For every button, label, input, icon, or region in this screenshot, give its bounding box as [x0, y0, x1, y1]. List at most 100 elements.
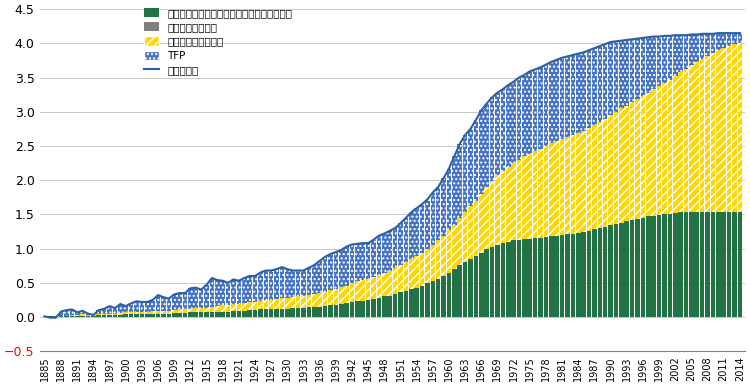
Bar [102, 314, 106, 315]
Bar [458, 218, 462, 265]
Bar [430, 281, 435, 317]
Bar [280, 267, 284, 298]
Bar [452, 156, 457, 225]
Bar [694, 62, 699, 213]
Bar [172, 310, 176, 313]
Bar [468, 259, 472, 317]
Bar [598, 46, 602, 122]
Bar [75, 312, 80, 315]
Bar [484, 249, 489, 317]
Bar [727, 33, 731, 46]
Bar [274, 269, 279, 298]
Bar [226, 305, 230, 311]
Bar [215, 306, 220, 311]
Bar [366, 243, 370, 279]
Bar [425, 249, 430, 283]
Bar [124, 306, 128, 312]
Bar [737, 212, 742, 317]
Bar [334, 305, 338, 317]
Bar [366, 300, 370, 317]
Bar [625, 221, 629, 317]
Bar [689, 65, 694, 213]
Bar [404, 291, 408, 317]
Bar [322, 292, 327, 306]
Bar [199, 290, 203, 308]
Bar [140, 302, 144, 312]
Bar [625, 40, 629, 105]
Bar [188, 312, 193, 317]
Bar [398, 265, 403, 292]
Bar [134, 312, 139, 314]
Bar [248, 310, 252, 317]
Bar [436, 279, 440, 317]
Bar [512, 82, 516, 163]
Bar [376, 275, 381, 298]
Bar [603, 119, 608, 227]
Bar [549, 62, 554, 143]
Bar [463, 135, 467, 212]
Bar [302, 296, 306, 308]
Bar [242, 303, 247, 311]
Bar [124, 306, 128, 312]
Bar [317, 261, 322, 293]
Bar [339, 250, 344, 287]
Bar [328, 290, 333, 305]
Bar [248, 276, 252, 302]
Bar [689, 65, 694, 213]
Bar [129, 312, 134, 314]
Bar [549, 143, 554, 236]
Bar [312, 295, 316, 308]
Bar [183, 310, 188, 313]
Bar [290, 271, 295, 297]
Bar [112, 314, 117, 315]
Bar [398, 292, 403, 317]
Bar [532, 69, 538, 151]
Bar [80, 311, 85, 314]
Bar [732, 44, 736, 212]
Bar [253, 302, 257, 310]
Bar [102, 309, 106, 314]
Bar [544, 146, 548, 237]
Bar [678, 35, 683, 72]
Bar [274, 298, 279, 309]
Bar [339, 304, 344, 317]
Bar [538, 149, 543, 238]
Bar [544, 237, 548, 317]
Bar [463, 261, 467, 317]
Bar [199, 290, 203, 308]
Bar [652, 89, 656, 216]
Bar [183, 293, 188, 310]
Bar [334, 252, 338, 289]
Bar [97, 310, 101, 314]
Bar [393, 228, 398, 268]
Bar [361, 243, 365, 280]
Bar [70, 310, 74, 315]
Bar [177, 293, 182, 310]
Bar [425, 283, 430, 317]
Bar [619, 41, 624, 108]
Bar [312, 295, 316, 308]
Bar [376, 275, 381, 298]
Bar [527, 154, 532, 239]
Bar [592, 126, 597, 229]
Bar [258, 301, 262, 310]
Bar [576, 54, 580, 133]
Bar [334, 252, 338, 289]
Bar [441, 178, 446, 236]
Bar [118, 313, 123, 315]
Bar [75, 312, 80, 315]
Bar [436, 187, 440, 240]
Bar [166, 311, 171, 314]
Bar [436, 187, 440, 240]
Bar [576, 133, 580, 233]
Bar [107, 306, 112, 314]
Bar [166, 311, 171, 314]
Bar [91, 315, 96, 316]
Bar [484, 104, 489, 187]
Bar [711, 53, 716, 212]
Bar [727, 46, 731, 212]
Bar [398, 265, 403, 292]
Bar [97, 314, 101, 315]
Bar [560, 58, 565, 139]
Bar [414, 208, 419, 256]
